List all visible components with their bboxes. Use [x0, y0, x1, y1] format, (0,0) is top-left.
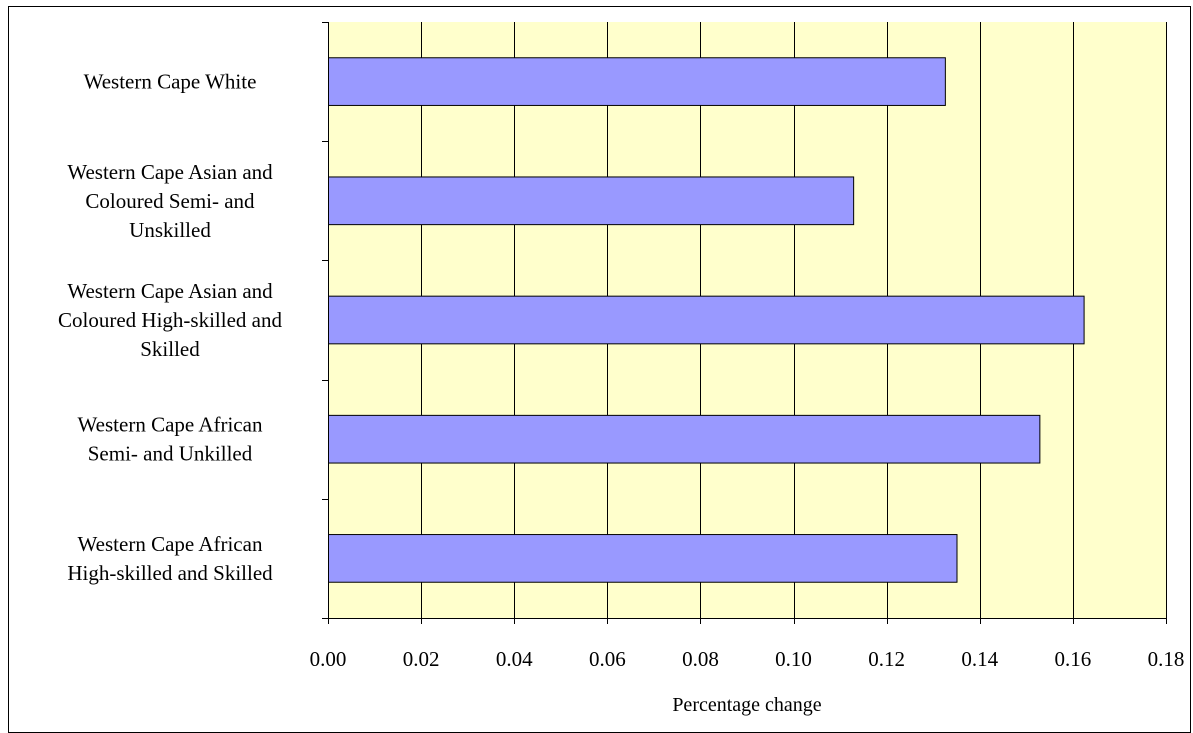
category-labels: Western Cape White Western Cape Asian and…	[58, 70, 282, 585]
category-label: Western Cape Asian and Coloured High-skil…	[58, 279, 282, 361]
x-tick-label: 0.08	[682, 647, 719, 671]
category-label-line: High-skilled and Skilled	[67, 561, 273, 585]
x-tick-label: 0.00	[310, 647, 347, 671]
category-label-line: Coloured Semi- and	[85, 189, 255, 213]
x-tick-label: 0.12	[868, 647, 905, 671]
x-tick-label: 0.18	[1148, 647, 1185, 671]
bars	[328, 57, 1085, 583]
category-label-line: Western Cape African	[78, 413, 263, 437]
x-tick-label: 0.04	[496, 647, 533, 671]
x-tick-label: 0.10	[775, 647, 812, 671]
category-label: Western Cape African High-skilled and Ski…	[67, 532, 273, 585]
bar	[328, 414, 1041, 464]
bar	[328, 295, 1085, 345]
category-label-line: Western Cape Asian and	[67, 279, 273, 303]
category-label-line: Western Cape African	[78, 532, 263, 556]
category-label: Western Cape African Semi- and Unkilled	[78, 413, 263, 466]
x-tick-labels: 0.00 0.02 0.04 0.06 0.08 0.10 0.12 0.14 0.16 0.18	[310, 647, 1185, 671]
category-label-line: Western Cape Asian and	[67, 160, 273, 184]
x-tick-label: 0.16	[1055, 647, 1092, 671]
bar	[328, 57, 946, 106]
axes	[322, 22, 1166, 619]
x-tick-label: 0.06	[589, 647, 626, 671]
bar	[328, 534, 958, 583]
x-tick-label: 0.14	[961, 647, 998, 671]
x-tick-label: 0.02	[403, 647, 440, 671]
category-label: Western Cape Asian and Coloured Semi- and…	[67, 160, 273, 242]
category-label: Western Cape White	[84, 70, 257, 94]
bar	[328, 176, 855, 226]
category-label-line: Skilled	[140, 337, 200, 361]
category-label-line: Western Cape White	[84, 70, 257, 94]
category-label-line: Unskilled	[129, 218, 211, 242]
category-label-line: Coloured High-skilled and	[58, 308, 282, 332]
x-axis-title: Percentage change	[672, 694, 821, 716]
category-label-line: Semi- and Unkilled	[88, 442, 253, 466]
